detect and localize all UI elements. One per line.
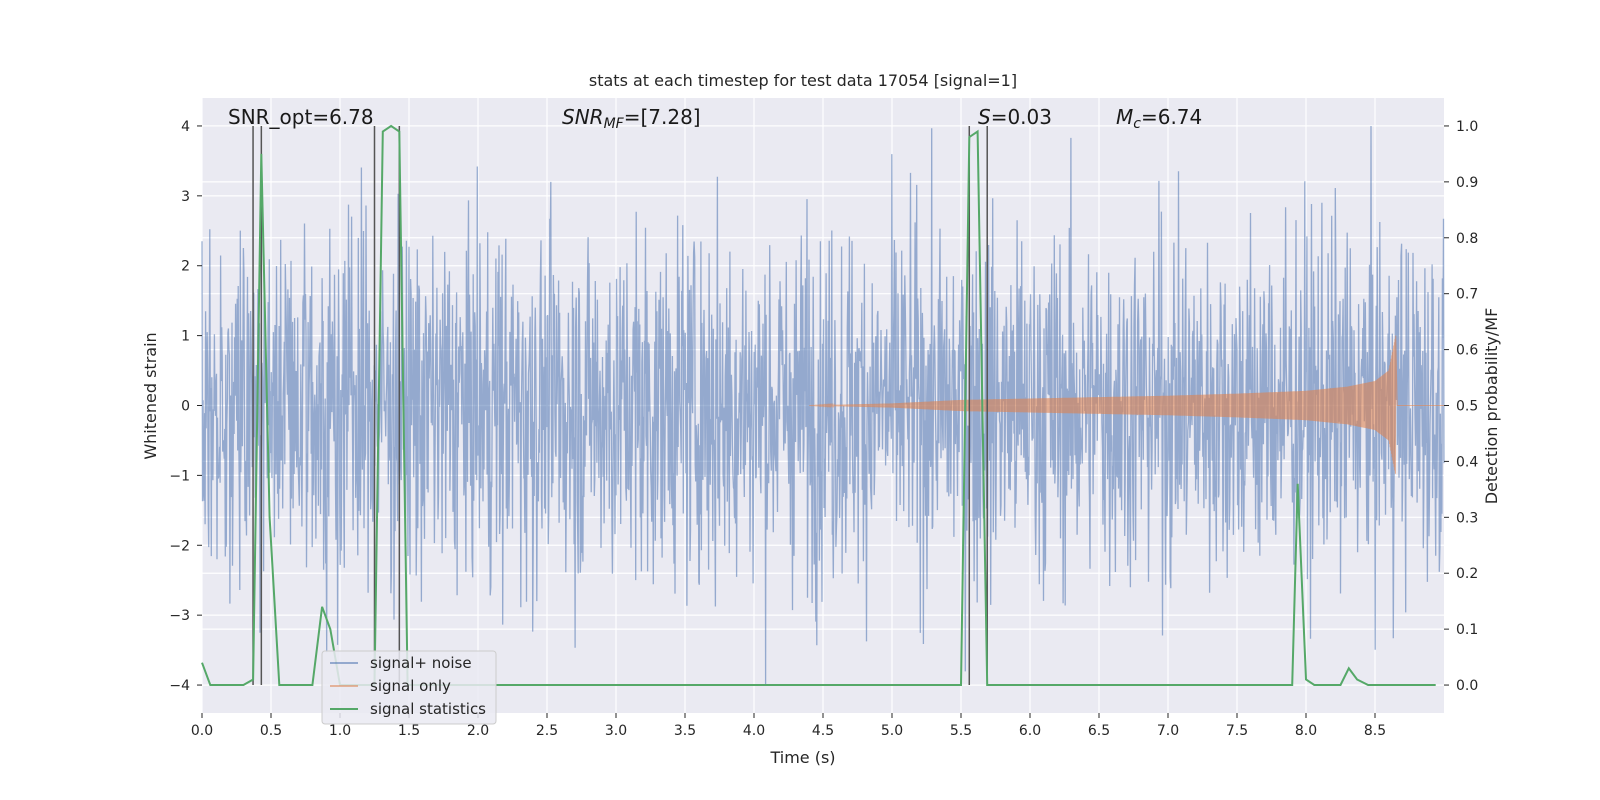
y-right-tick-label: 0.3 — [1456, 510, 1478, 526]
annotation-mc: Mc=6.74 — [1116, 105, 1202, 132]
y-left-tick-label: 0 — [181, 399, 190, 415]
y-axis-right-label: Detection probability/MF — [1482, 308, 1501, 505]
annotation-snr-mf: SNRMF=[7.28] — [562, 105, 701, 132]
y-left-tick-label: 2 — [181, 259, 190, 275]
x-tick-label: 4.0 — [743, 723, 765, 739]
y-left-tick-label: −2 — [169, 538, 190, 554]
legend-label-signal-statistics: signal statistics — [370, 700, 486, 718]
series-signal-statistics — [201, 124, 1436, 686]
x-tick-label: 1.5 — [398, 723, 420, 739]
y-right-tick-label: 0.0 — [1456, 678, 1478, 694]
y-right-tick-label: 0.1 — [1456, 622, 1478, 638]
y-right-tick-label: 0.4 — [1456, 454, 1478, 470]
x-tick-label: 5.0 — [881, 723, 903, 739]
legend-label-signal-only: signal only — [370, 677, 451, 695]
chirp-trace — [809, 335, 1444, 474]
x-tick-label: 0.0 — [191, 723, 213, 739]
y-axis-right-ticks: 0.0 0.1 0.2 0.3 0.4 0.5 0.6 0.7 0.8 0.9 1.0 — [1444, 119, 1478, 694]
x-tick-label: 4.5 — [812, 723, 834, 739]
x-tick-label: 7.5 — [1226, 723, 1248, 739]
annotation-snr-opt: SNR_opt=6.78 — [228, 105, 374, 129]
statistic-trace — [201, 124, 1436, 686]
x-tick-label: 6.0 — [1019, 723, 1041, 739]
y-right-tick-label: 0.2 — [1456, 566, 1478, 582]
detection-vlines — [252, 125, 988, 686]
y-right-tick-label: 0.7 — [1456, 287, 1478, 303]
series-signal-plus-noise — [201, 125, 1445, 685]
y-left-tick-label: −1 — [169, 468, 190, 484]
noise-trace — [201, 125, 1445, 685]
annotation-s: S=0.03 — [978, 105, 1052, 129]
x-tick-label: 7.0 — [1157, 723, 1179, 739]
x-tick-label: 6.5 — [1088, 723, 1110, 739]
x-tick-label: 2.0 — [467, 723, 489, 739]
y-left-tick-label: 4 — [181, 119, 190, 135]
x-tick-label: 2.5 — [536, 723, 558, 739]
legend-label-signal-plus-noise: signal+ noise — [370, 654, 472, 672]
x-tick-label: 5.5 — [950, 723, 972, 739]
y-left-tick-label: −4 — [169, 678, 190, 694]
y-left-tick-label: −3 — [169, 608, 190, 624]
y-right-tick-label: 0.6 — [1456, 343, 1478, 359]
x-tick-label: 8.5 — [1364, 723, 1386, 739]
annotations: SNR_opt=6.78 SNRMF=[7.28] S=0.03 Mc=6.74 — [228, 105, 1202, 132]
y-axis-left-ticks: −4 −3 −2 −1 0 1 2 3 4 — [169, 119, 202, 694]
x-axis-ticks: 0.0 0.5 1.0 1.5 2.0 2.5 3.0 3.5 4.0 4.5 5.0 5.5 6.0 6… — [191, 713, 1386, 739]
y-right-tick-label: 0.5 — [1456, 399, 1478, 415]
chart-title: stats at each timestep for test data 170… — [589, 71, 1017, 90]
y-left-tick-label: 1 — [181, 329, 190, 345]
y-right-tick-label: 0.9 — [1456, 175, 1478, 191]
x-tick-label: 0.5 — [260, 723, 282, 739]
y-right-tick-label: 0.8 — [1456, 231, 1478, 247]
x-tick-label: 1.0 — [329, 723, 351, 739]
y-axis-left-label: Whitened strain — [141, 332, 160, 459]
legend: signal+ noise signal only signal statist… — [321, 650, 497, 725]
y-right-tick-label: 1.0 — [1456, 119, 1478, 135]
x-tick-label: 3.5 — [674, 723, 696, 739]
x-tick-label: 8.0 — [1295, 723, 1317, 739]
y-left-tick-label: 3 — [181, 189, 190, 205]
legend-box — [321, 650, 497, 725]
x-axis-label: Time (s) — [769, 748, 835, 767]
x-tick-label: 3.0 — [605, 723, 627, 739]
series-signal-only — [809, 335, 1444, 474]
